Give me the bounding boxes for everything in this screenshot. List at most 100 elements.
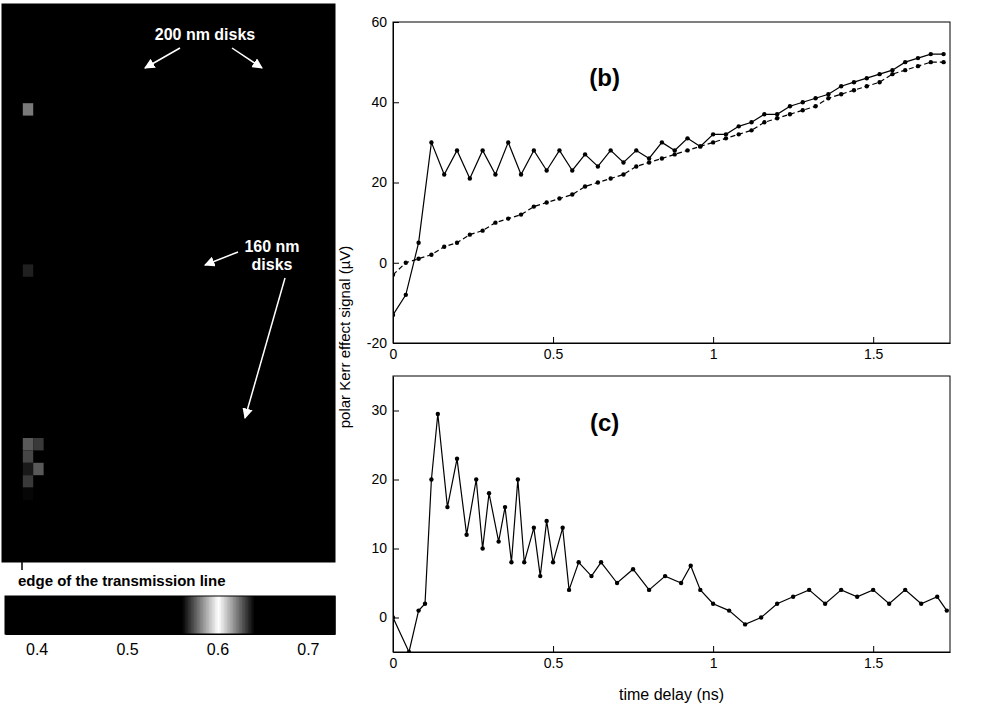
- panel-title: (b): [589, 64, 620, 91]
- colorbar-tick: 0.7: [297, 634, 319, 658]
- y-tick: 40: [371, 94, 399, 110]
- x-axis-line: [394, 652, 951, 653]
- series-point: [468, 176, 472, 180]
- series-point: [823, 602, 827, 606]
- image-cell: [23, 488, 33, 500]
- series-point: [711, 140, 715, 144]
- series-point: [852, 88, 856, 92]
- series-point: [416, 257, 420, 261]
- series-point: [775, 112, 779, 116]
- series-point: [673, 148, 677, 152]
- series-point: [903, 68, 907, 72]
- y-tick-mark: [393, 549, 399, 550]
- y-tick-label: 20: [371, 174, 387, 190]
- series-point: [583, 152, 587, 156]
- image-panel: [2, 4, 335, 562]
- series-point: [404, 261, 408, 265]
- series-point: [416, 240, 420, 244]
- y-tick-mark: [393, 22, 399, 23]
- colorbar-tick: 0.5: [116, 634, 138, 658]
- series-point: [493, 172, 497, 176]
- series-point: [749, 120, 753, 124]
- series-point: [393, 273, 395, 277]
- series-point: [929, 52, 933, 56]
- series-point: [762, 112, 766, 116]
- x-tick-label: 1: [710, 346, 718, 362]
- x-tick-label: 1: [710, 655, 718, 671]
- line-panel: 00.511.50102030(c): [371, 376, 950, 671]
- y-tick-label: 60: [371, 14, 387, 30]
- x-tick: 0.5: [544, 646, 564, 671]
- series-point: [608, 176, 612, 180]
- x-tick-label: 0.5: [544, 346, 564, 362]
- x-axis: 00.511.5: [390, 337, 951, 362]
- series-point: [660, 156, 664, 160]
- annotation: 200 nm disks: [155, 26, 256, 43]
- series-point: [532, 148, 536, 152]
- y-axis: 0102030: [371, 377, 399, 653]
- annotation: 160 nmdisks: [244, 238, 299, 273]
- series-point: [557, 196, 561, 200]
- series-point: [945, 608, 949, 612]
- series-point: [480, 228, 484, 232]
- series-point: [429, 140, 433, 144]
- series-point: [599, 560, 603, 564]
- y-tick: -20: [367, 335, 399, 351]
- series-point: [762, 120, 766, 124]
- image-cell: [23, 475, 33, 487]
- series-point: [839, 84, 843, 88]
- series-point: [393, 313, 395, 317]
- series-point: [436, 412, 440, 416]
- panel-title: (c): [590, 409, 619, 436]
- plot-area: [393, 412, 949, 652]
- y-tick-mark: [393, 480, 399, 481]
- series-point: [455, 240, 459, 244]
- series-point: [455, 457, 459, 461]
- figure: 200 nm disks160 nmdisksedge of the trans…: [0, 0, 987, 719]
- x-tick-label: 0: [390, 655, 398, 671]
- series-point: [621, 160, 625, 164]
- series-point: [887, 602, 891, 606]
- image-cell: [23, 438, 33, 450]
- x-tick-label: 0: [390, 346, 398, 362]
- series-point: [423, 602, 427, 606]
- series-point: [919, 602, 923, 606]
- series-point: [522, 560, 526, 564]
- image-cell: [23, 450, 33, 462]
- series-point: [596, 164, 600, 168]
- image-cell: [33, 463, 43, 475]
- y-axis: -200204060: [367, 14, 399, 351]
- series-point: [698, 144, 702, 148]
- y-axis-line: [393, 377, 394, 653]
- x-tick-mark: [553, 646, 554, 652]
- series-point: [759, 615, 763, 619]
- arrow: [232, 48, 262, 68]
- y-tick-label: 20: [371, 471, 387, 487]
- series-point: [775, 602, 779, 606]
- x-tick-mark: [553, 337, 554, 343]
- series-point: [474, 477, 478, 481]
- series-point: [727, 608, 731, 612]
- x-tick-mark: [873, 646, 874, 652]
- series-point: [416, 608, 420, 612]
- series-point: [865, 76, 869, 80]
- series-point: [826, 96, 830, 100]
- series-point: [557, 148, 561, 152]
- y-tick-label: 0: [379, 609, 387, 625]
- image-cell: [33, 438, 43, 450]
- series-point: [544, 168, 548, 172]
- series-point: [551, 560, 555, 564]
- series-point: [826, 92, 830, 96]
- y-tick: 10: [371, 540, 399, 556]
- series-point: [509, 560, 513, 564]
- y-tick-mark: [393, 343, 399, 344]
- series-point: [407, 650, 411, 652]
- series-point: [442, 172, 446, 176]
- series-point: [663, 574, 667, 578]
- x-tick-mark: [713, 337, 714, 343]
- series-point: [737, 132, 741, 136]
- colorbar-tick-label: 0.6: [207, 641, 229, 658]
- series-point: [576, 560, 580, 564]
- series-point: [941, 60, 945, 64]
- series-point: [813, 96, 817, 100]
